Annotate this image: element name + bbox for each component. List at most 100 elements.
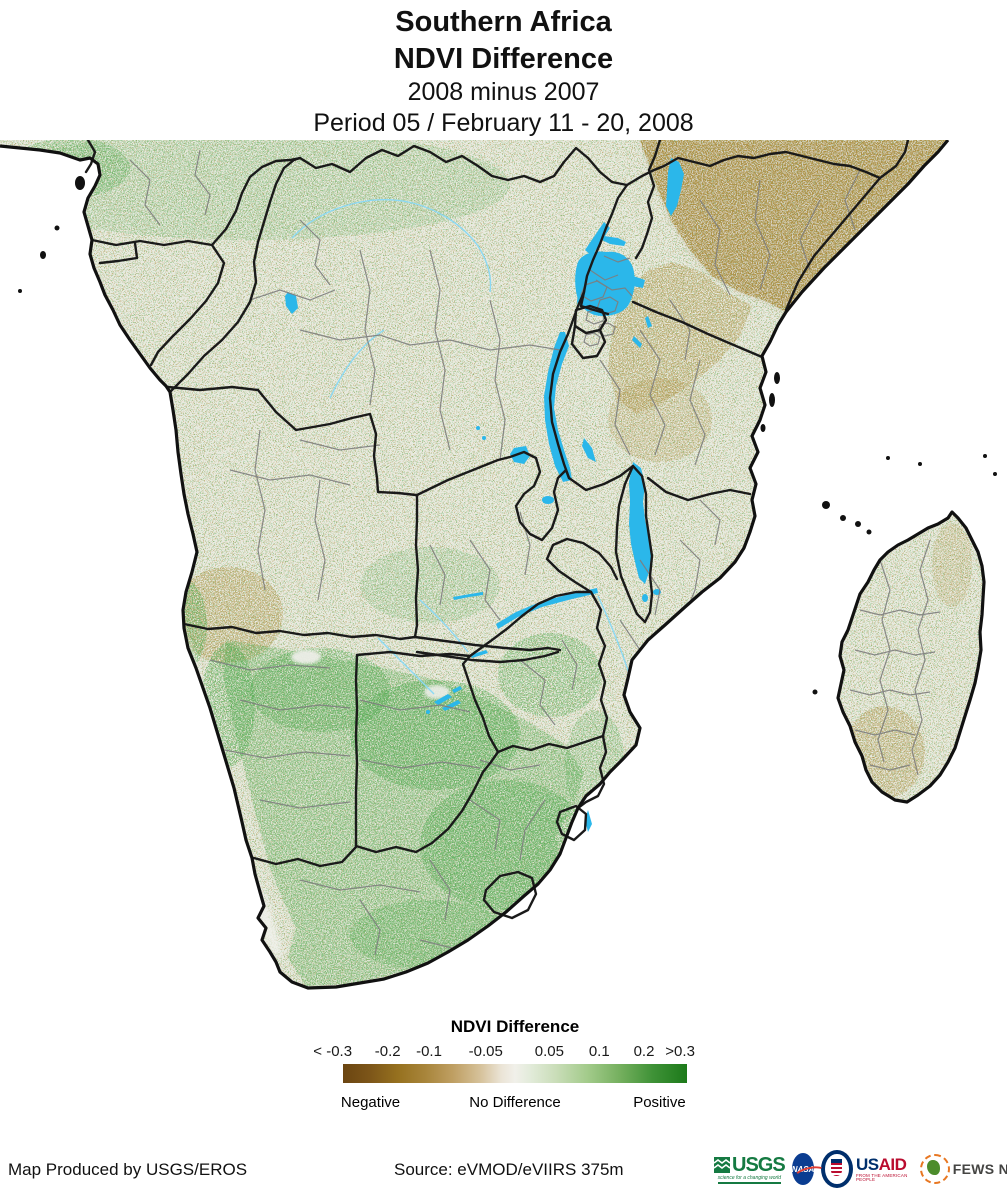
border-car-drc	[298, 144, 629, 187]
sao-tome-island	[40, 251, 46, 259]
lower-zambezi-river	[597, 595, 631, 677]
border-botswana-namibia-north	[355, 650, 472, 658]
border-angola-namibia	[182, 622, 417, 641]
legend-tick: 0.1	[588, 1043, 610, 1060]
lake-mai-ndombe	[285, 292, 298, 314]
lake-upemba	[476, 426, 480, 430]
legend-title: NDVI Difference	[450, 1017, 580, 1036]
border-kenya-tanzania	[631, 300, 764, 359]
annobon-island	[18, 289, 22, 293]
fewsnet-wordmark: FEWS NET	[952, 1161, 1007, 1177]
congo-river	[291, 199, 492, 293]
mayotte-island	[866, 529, 872, 535]
legend-category-positive: Positive	[633, 1094, 686, 1111]
border-zambia-zimbabwe	[468, 590, 593, 658]
border-cameroon-gabon	[90, 238, 214, 247]
border-zambia-mozambique	[545, 537, 619, 594]
border-equatorial-guinea	[98, 241, 139, 265]
admin-borders	[129, 149, 941, 956]
mainland-coast	[0, 138, 950, 990]
winam-gulf	[632, 276, 645, 288]
kasai-river	[329, 329, 385, 399]
border-zimbabwe-mozambique	[589, 590, 609, 738]
coastline	[0, 138, 986, 990]
border-angola-zambia	[413, 493, 420, 639]
lake-mweru	[510, 446, 530, 464]
grande-comore-island	[822, 501, 830, 509]
map-canvas	[0, 138, 1007, 1010]
border-tanzania-zambia	[567, 464, 635, 492]
border-botswana-south-africa	[354, 750, 500, 854]
country-borders	[84, 138, 910, 920]
lake-tanganyika	[544, 332, 572, 482]
border-ethiopia-somalia	[878, 138, 910, 180]
small-island	[886, 456, 890, 460]
lake-upemba	[482, 436, 486, 440]
okavango-delta	[442, 700, 461, 711]
usgs-wordmark: USGS	[732, 1153, 786, 1176]
title-product: NDVI Difference	[393, 43, 614, 75]
border-namibia-botswana	[354, 653, 359, 848]
legend-category-nodiff: No Difference	[469, 1094, 561, 1111]
border-caprivi-north	[413, 635, 562, 652]
anjouan-island	[855, 521, 861, 527]
okavango-delta	[434, 694, 452, 705]
channel-island	[812, 689, 818, 695]
usaid-logo: USAID FROM THE AMERICAN PEOPLE	[821, 1150, 912, 1188]
legend-gradient-bar	[343, 1064, 687, 1083]
border-zimbabwe-botswana	[461, 654, 500, 754]
title-region: Southern Africa	[395, 6, 612, 38]
small-island	[983, 454, 987, 458]
lake-bangweulu	[542, 496, 554, 504]
data-source: Source: eVMOD/eVIIRS 375m	[394, 1160, 624, 1179]
border-angola-drc	[166, 385, 418, 497]
logo-row: USGS science for a changing world NASA U…	[714, 1146, 1007, 1192]
legend-tick: 0.05	[534, 1043, 564, 1060]
legend-tick: < -0.3	[313, 1043, 353, 1060]
map-credit: Map Produced by USGS/EROS	[8, 1160, 248, 1179]
border-kenya-somalia	[784, 176, 882, 312]
zanzibar-island	[769, 393, 775, 407]
legend-tick: -0.1	[416, 1043, 442, 1060]
ndvi-raster	[0, 140, 984, 988]
small-island	[918, 462, 922, 466]
border-burundi	[570, 324, 607, 360]
border-drc-tanzania	[548, 290, 586, 480]
usaid-aid-text: AID	[878, 1154, 907, 1174]
lake-kariba-cahora-bassa	[496, 588, 598, 629]
pemba-island	[774, 372, 780, 384]
lake-eyasi	[632, 336, 642, 348]
legend-tick: >0.3	[665, 1043, 695, 1060]
nasa-wordmark: NASA	[791, 1164, 815, 1174]
kafue-flats	[453, 592, 483, 600]
border-namibia-south-africa	[252, 845, 358, 868]
lake-albert	[585, 222, 610, 256]
fewsnet-logo: FEWS NET	[919, 1154, 1007, 1184]
makgadikgadi-pan	[424, 685, 450, 699]
lake-malawi	[629, 462, 651, 584]
border-gabon-congo	[149, 243, 226, 367]
usaid-tagline: FROM THE AMERICAN PEOPLE	[855, 1172, 908, 1182]
okavango-delta	[452, 686, 462, 693]
usgs-logo: USGS science for a changing world	[714, 1153, 786, 1184]
border-lesotho	[482, 870, 538, 920]
upper-zambezi-river	[419, 599, 469, 653]
border-uganda-kenya	[634, 138, 662, 260]
chobe-river	[470, 650, 488, 658]
border-uganda-drc	[579, 183, 629, 308]
border-cameroon-congo	[210, 156, 302, 247]
border-congo-drc	[168, 156, 302, 394]
border-south-africa-mozambique	[576, 734, 608, 810]
rivers	[291, 199, 631, 695]
nasa-logo: NASA	[791, 1153, 827, 1185]
okavango-river	[377, 637, 435, 695]
border-malawi	[614, 464, 654, 624]
usgs-tagline: science for a changing world	[717, 1175, 782, 1184]
usgs-wave-icon	[714, 1156, 730, 1173]
title-comparison: 2008 minus 2007	[407, 78, 600, 106]
moheli-island	[840, 515, 846, 521]
border-nigeria-cameroon	[84, 138, 97, 174]
usaid-us-text: US	[855, 1154, 879, 1174]
lake-rukwa	[582, 438, 596, 462]
border-drc-zambia	[415, 450, 571, 542]
